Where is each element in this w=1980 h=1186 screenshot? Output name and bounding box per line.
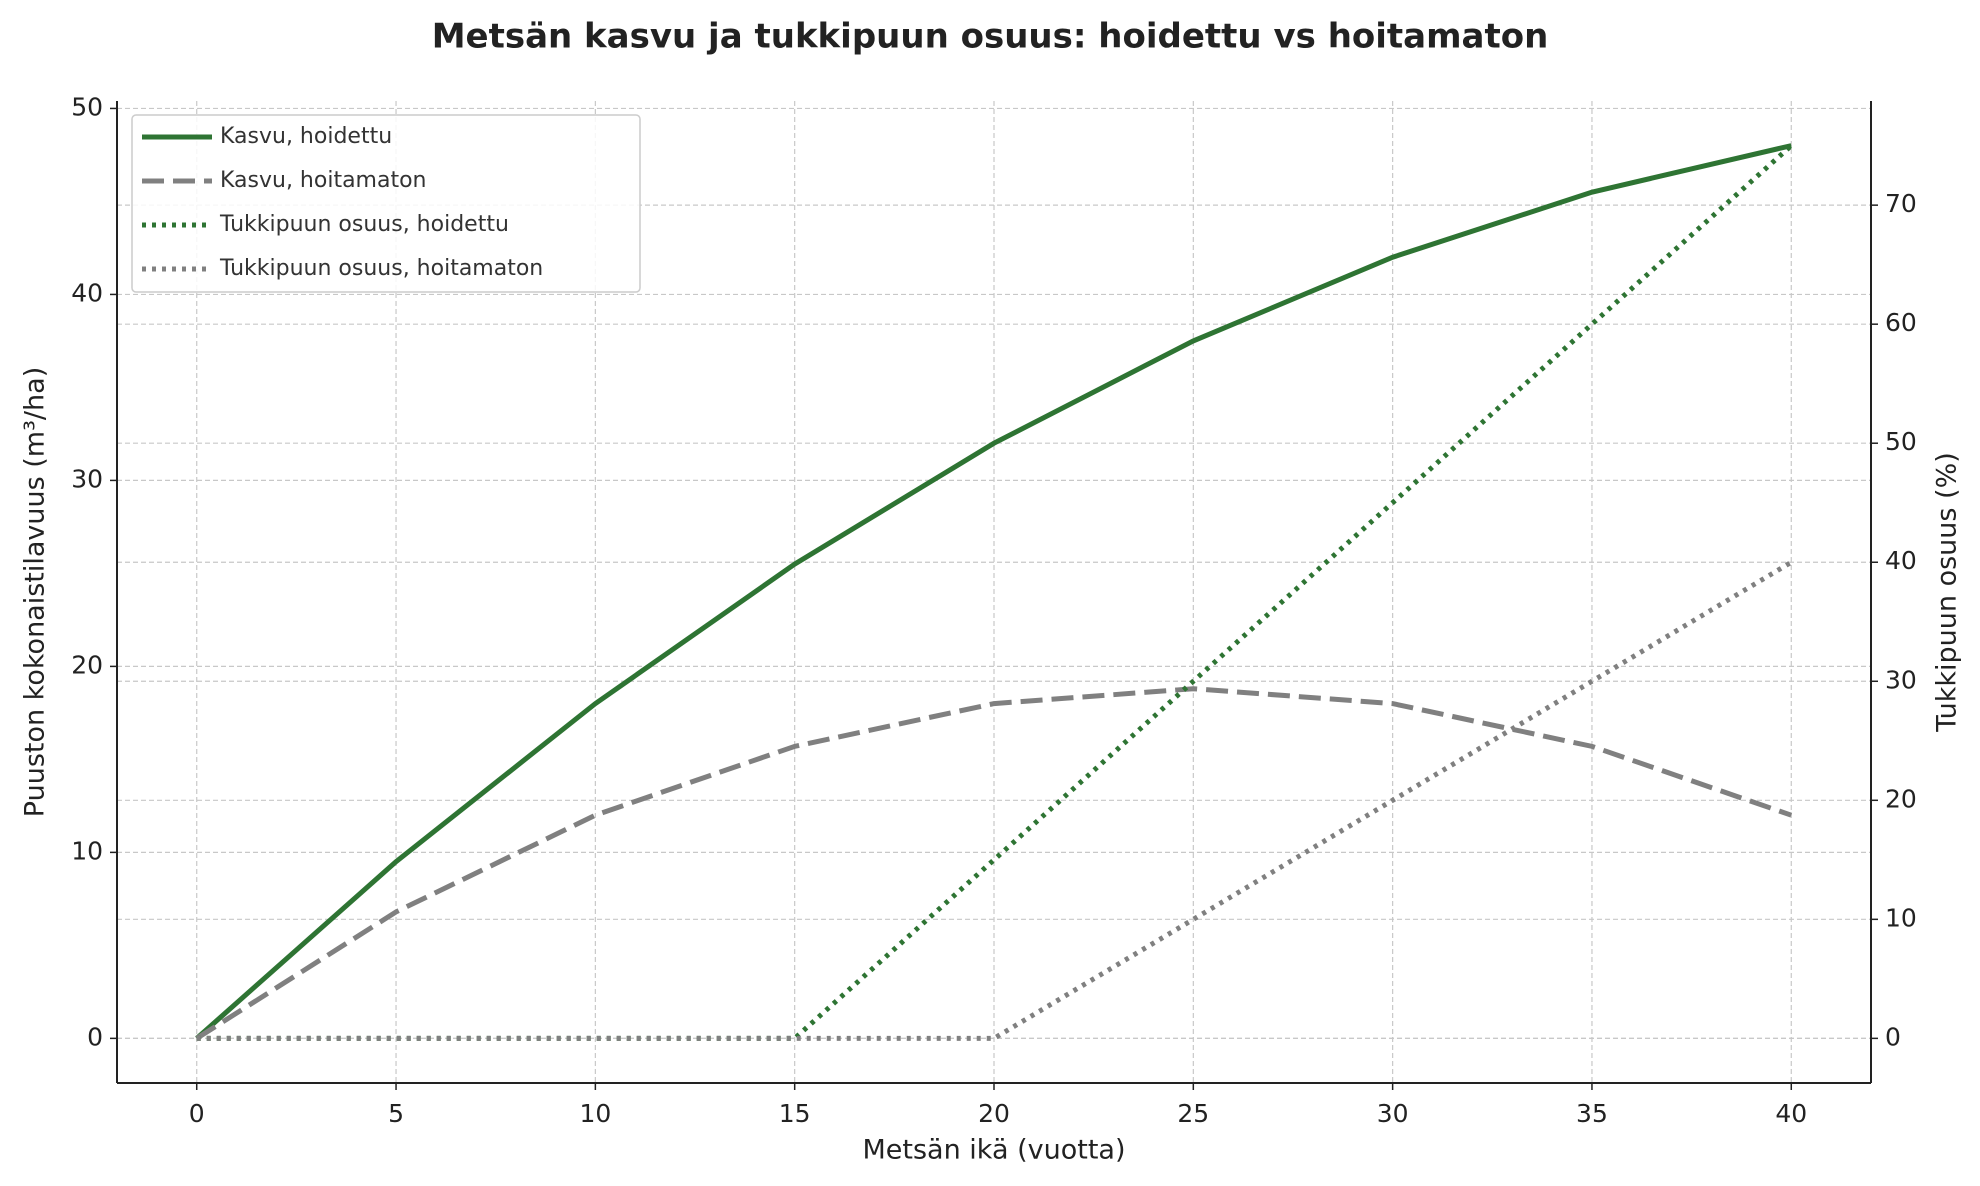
x-tick-label: 5 bbox=[388, 1099, 404, 1128]
chart-title: Metsän kasvu ja tukkipuun osuus: hoidett… bbox=[432, 17, 1549, 57]
y2-tick-label: 70 bbox=[1885, 189, 1917, 218]
x-tick-label: 15 bbox=[779, 1099, 811, 1128]
x-tick-label: 10 bbox=[579, 1099, 611, 1128]
x-tick-label: 35 bbox=[1576, 1099, 1608, 1128]
y2-tick-label: 30 bbox=[1885, 665, 1917, 694]
x-tick-label: 0 bbox=[189, 1099, 205, 1128]
legend-label: Kasvu, hoidettu bbox=[220, 124, 392, 149]
y-tick-label: 20 bbox=[71, 650, 103, 679]
y-axis-label: Puuston kokonaistilavuus (m³/ha) bbox=[20, 367, 51, 817]
x-tick-label: 40 bbox=[1775, 1099, 1807, 1128]
legend-box bbox=[131, 114, 641, 293]
y2-tick-label: 50 bbox=[1885, 427, 1917, 456]
y2-tick-label: 60 bbox=[1885, 308, 1917, 337]
y-tick-label: 30 bbox=[71, 464, 103, 493]
series-line bbox=[195, 143, 1792, 1041]
y-tick-label: 40 bbox=[71, 278, 103, 307]
y2-tick-label: 0 bbox=[1885, 1022, 1901, 1051]
y-tick-label: 10 bbox=[71, 836, 103, 865]
x-tick-label: 30 bbox=[1377, 1099, 1409, 1128]
y2-tick-label: 10 bbox=[1885, 903, 1917, 932]
y-tick-label: 0 bbox=[87, 1022, 103, 1051]
y2-tick-label: 20 bbox=[1885, 784, 1917, 813]
legend-label: Kasvu, hoitamaton bbox=[220, 168, 427, 193]
y-tick-label: 50 bbox=[71, 92, 103, 121]
y2-axis-label: Tukkipuun osuus (%) bbox=[1932, 452, 1963, 733]
legend-label: Tukkipuun osuus, hoitamaton bbox=[219, 256, 543, 281]
series-line bbox=[195, 686, 1793, 1041]
y2-tick-label: 40 bbox=[1885, 546, 1917, 575]
x-tick-label: 20 bbox=[978, 1099, 1010, 1128]
legend-label: Tukkipuun osuus, hoidettu bbox=[219, 212, 509, 237]
x-tick-label: 25 bbox=[1177, 1099, 1209, 1128]
x-axis-label: Metsän ikä (vuotta) bbox=[863, 1135, 1126, 1166]
